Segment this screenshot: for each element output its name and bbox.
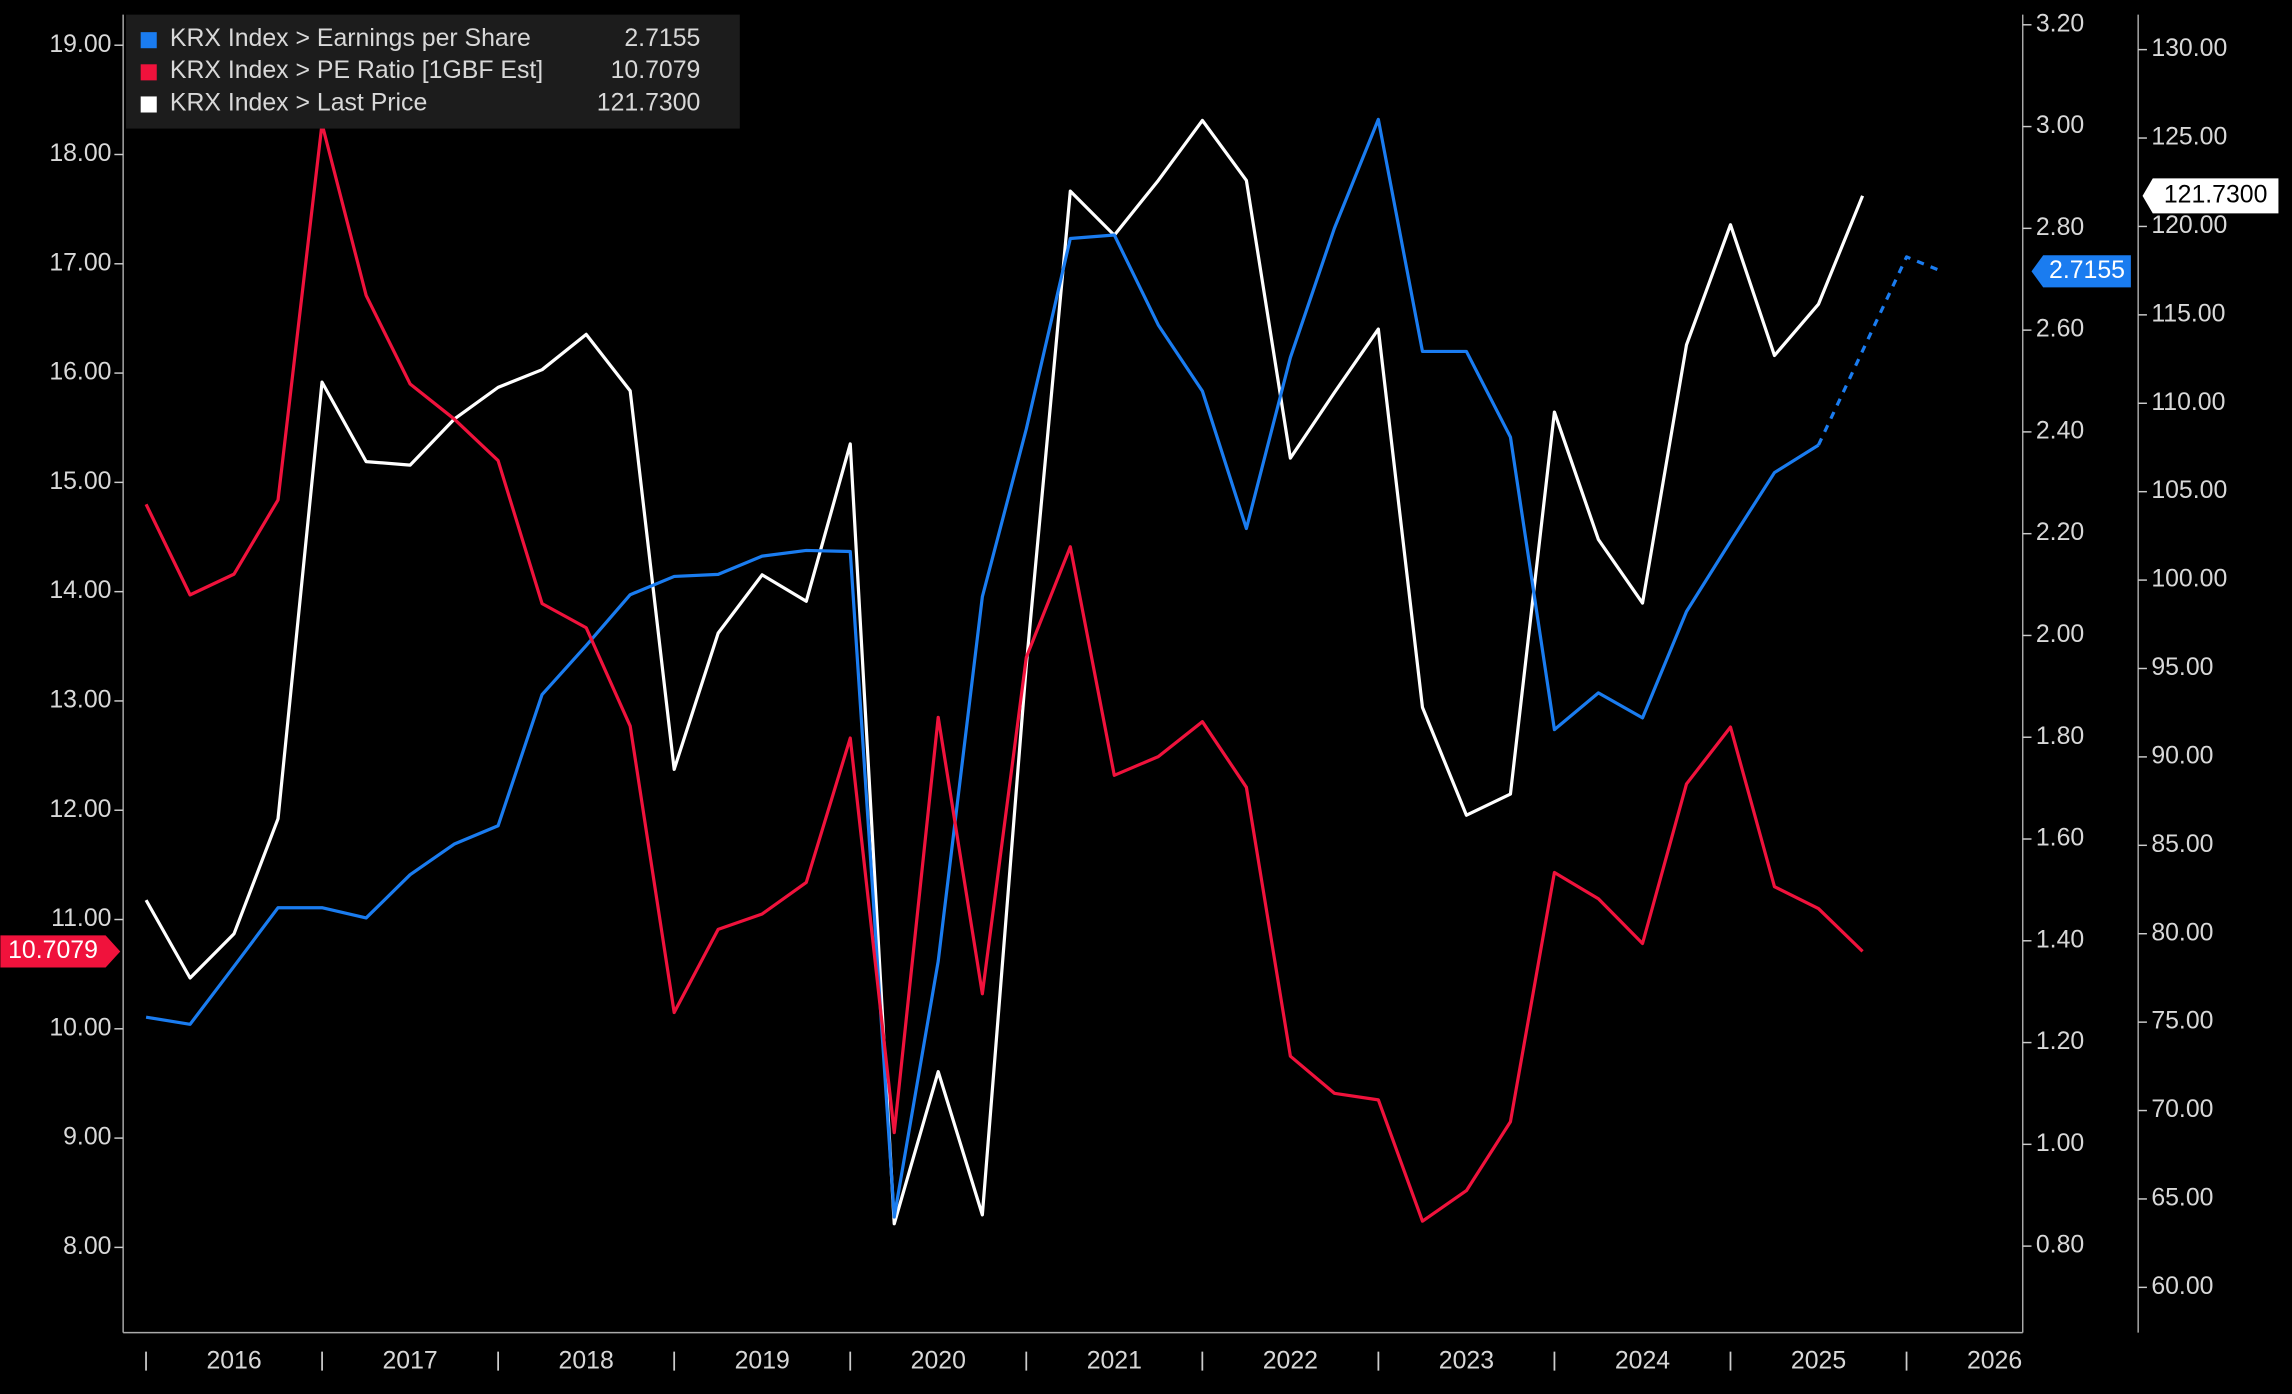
y-tick-label: 10.00 [49, 1014, 111, 1041]
y3-tick-label: 85.00 [2151, 831, 2213, 858]
y3-tick-label: 120.00 [2151, 212, 2227, 239]
x-tick-label: 2016 [206, 1347, 261, 1374]
y2-tick-label: 1.60 [2036, 825, 2084, 852]
series-line [144, 118, 1865, 1226]
last-value-marker [2031, 255, 2131, 288]
last-value-marker [0, 935, 121, 968]
last-value-marker [2142, 178, 2279, 214]
y3-tick-label: 110.00 [2151, 389, 2225, 416]
y-tick-label: 8.00 [63, 1233, 111, 1260]
y-tick-label: 15.00 [49, 468, 111, 495]
y3-tick-label: 60.00 [2151, 1273, 2213, 1300]
legend-value: 121.7300 [597, 89, 701, 116]
legend: KRX Index > Earnings per Share 2.7155 KRX … [126, 14, 740, 129]
y-tick-label: 18.00 [49, 140, 111, 167]
legend-label: KRX Index > Earnings per Share [170, 25, 531, 52]
y3-tick-label: 125.00 [2151, 124, 2227, 151]
legend-label: KRX Index > Last Price [170, 89, 427, 116]
plot [144, 117, 1943, 1226]
y3-tick-label: 130.00 [2151, 35, 2227, 62]
x-tick-label: 2020 [911, 1347, 966, 1374]
legend-swatch [140, 32, 157, 49]
y-tick-label: 14.00 [49, 577, 111, 604]
y2-tick-label: 2.00 [2036, 621, 2084, 648]
legend-value: 10.7079 [611, 57, 701, 84]
y-tick-label: 13.00 [49, 687, 111, 714]
y-tick-label: 11.00 [51, 905, 111, 932]
y2-tick-label: 1.00 [2036, 1130, 2084, 1157]
series-line [144, 122, 1864, 1223]
legend-box [126, 14, 740, 129]
y2-tick-label: 2.60 [2036, 316, 2084, 343]
x-tick-label: 2018 [559, 1347, 614, 1374]
x-tick-label: 2017 [382, 1347, 437, 1374]
y3-tick-label: 75.00 [2151, 1008, 2213, 1035]
x-tick-label: 2019 [735, 1347, 790, 1374]
legend-swatch [140, 96, 157, 113]
x-tick-label: 2026 [1967, 1347, 2022, 1374]
legend-swatch [140, 64, 157, 81]
y-tick-label: 9.00 [63, 1124, 111, 1151]
x-tick-label: 2024 [1615, 1347, 1670, 1374]
axes: 2016 2017 2018 2019 2020 2021 2022 2023 2024 2025… [0, 10, 2279, 1374]
y-tick-label: 16.00 [49, 359, 111, 386]
x-tick-label: 2022 [1263, 1347, 1318, 1374]
y2-tick-label: 2.80 [2036, 214, 2084, 241]
y3-tick-label: 65.00 [2151, 1185, 2213, 1212]
y2-tick-label: 1.80 [2036, 723, 2084, 750]
y2-tick-label: 2.40 [2036, 417, 2084, 444]
y3-tick-label: 80.00 [2151, 919, 2213, 946]
legend-value: 2.7155 [624, 25, 700, 52]
y2-tick-label: 3.20 [2036, 10, 2084, 37]
y3-tick-label: 90.00 [2151, 742, 2213, 769]
forecast-line [1816, 255, 1943, 446]
last-value-label: 10.7079 [8, 937, 98, 964]
x-tick-label: 2025 [1791, 1347, 1846, 1374]
last-value-label: 121.7300 [2164, 181, 2268, 208]
last-value-label: 2.7155 [2049, 257, 2125, 284]
y2-tick-label: 2.20 [2036, 519, 2084, 546]
y3-tick-label: 105.00 [2151, 477, 2227, 504]
y2-tick-label: 1.40 [2036, 926, 2084, 953]
y2-tick-label: 0.80 [2036, 1232, 2084, 1259]
x-tick-label: 2021 [1087, 1347, 1142, 1374]
y3-tick-label: 70.00 [2151, 1096, 2213, 1123]
y-tick-label: 17.00 [49, 249, 111, 276]
y-tick-label: 19.00 [49, 31, 111, 58]
y3-tick-label: 115.00 [2151, 300, 2225, 327]
y2-tick-label: 1.20 [2036, 1028, 2084, 1055]
series-line [145, 117, 1820, 1219]
x-tick-label: 2023 [1439, 1347, 1494, 1374]
legend-label: KRX Index > PE Ratio [1GBF Est] [170, 57, 543, 84]
y3-tick-label: 95.00 [2151, 654, 2213, 681]
y2-tick-label: 3.00 [2036, 112, 2084, 139]
y3-tick-label: 100.00 [2151, 566, 2227, 593]
y-tick-label: 12.00 [49, 796, 111, 823]
